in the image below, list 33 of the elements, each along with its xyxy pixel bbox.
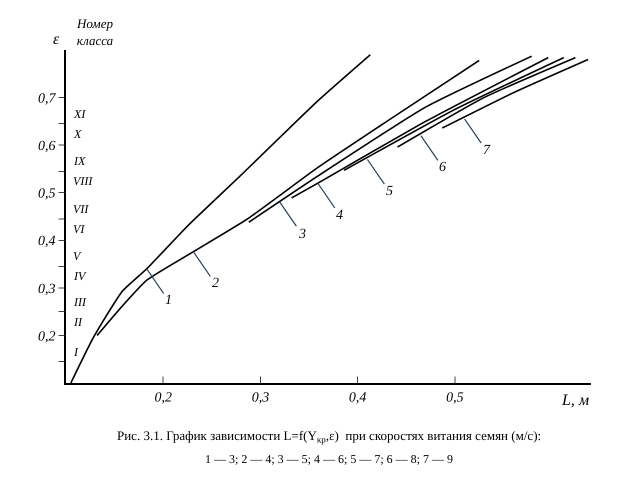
annotation: 5	[386, 184, 393, 199]
x-axis-title: L, м	[561, 392, 590, 409]
annotation: 2	[212, 276, 219, 291]
text: Номер класса	[76, 16, 114, 48]
y-tick-label: 0,6	[38, 139, 56, 154]
x-tick-label: 0,2	[154, 390, 172, 406]
annotation: II	[73, 315, 83, 329]
annotation: XI	[73, 107, 86, 121]
annotation: X	[73, 127, 82, 141]
annotation: IX	[73, 154, 86, 168]
annotation: VI	[73, 222, 86, 236]
annotation: VIII	[73, 174, 94, 188]
y-tick-label: 0,2	[38, 329, 56, 344]
annotation: VII	[73, 202, 90, 216]
annotation: III	[73, 295, 87, 309]
y-tick-label: 0,7	[38, 91, 56, 106]
text: 1 — 3; 2 — 4; 3 — 5; 4 — 6; 5 — 7; 6 — 8; 7 — 9	[205, 452, 454, 466]
x-tick-label: 0,5	[446, 390, 464, 406]
x-tick-label: 0,4	[348, 390, 366, 406]
x-tick-label: 0,3	[252, 390, 270, 406]
text: Рис. 3.1. График зависимости L=f(Y$_{кр}$,ε) при скоростях витания семян (м/с):	[117, 428, 542, 445]
annotation: IV	[73, 269, 87, 283]
y-tick-label: 0,3	[38, 282, 56, 297]
annotation: 7	[483, 143, 491, 158]
annotation: V	[73, 249, 82, 263]
annotation: 3	[298, 227, 306, 242]
y-tick-label: 0,4	[38, 234, 56, 250]
annotation: 6	[439, 160, 446, 175]
annotation: 4	[336, 208, 343, 223]
annotation: I	[73, 345, 79, 359]
y-tick-label: 0,5	[38, 186, 56, 202]
annotation: 1	[165, 293, 172, 308]
y-axis-title: ε	[53, 31, 60, 48]
